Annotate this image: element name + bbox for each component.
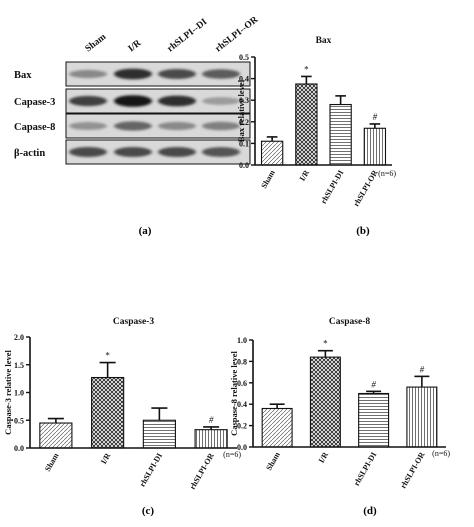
significance-mark: #	[371, 379, 376, 389]
y-tick-label: 0.5	[239, 53, 249, 62]
significance-mark: *	[323, 339, 328, 349]
y-tick-label: 1.5	[14, 361, 24, 370]
panel-label-b: (b)	[356, 225, 370, 237]
y-tick-label: 0.3	[239, 96, 249, 105]
blot-row-label: Capase-8	[14, 122, 55, 133]
blot-band	[202, 121, 240, 131]
category-tick-label: I/R	[298, 168, 311, 182]
category-tick-label: Sham	[259, 168, 277, 190]
chart-title: Bax	[316, 36, 332, 46]
bar-ir	[309, 356, 341, 448]
y-tick-label: 0.6	[237, 379, 247, 388]
bar-sham	[261, 407, 293, 448]
blot-band	[202, 97, 240, 105]
y-tick-label: 1.0	[237, 336, 247, 345]
chart-title: Caspase-8	[329, 317, 370, 327]
caspase-8-bar-chart: Caspase-8 Caspase-8 relative level Sham * I/…	[229, 317, 450, 490]
category-tick-label: Sham	[43, 451, 61, 473]
blot-band	[114, 146, 152, 158]
blot-lane-label: I/R	[127, 38, 144, 54]
bar-hline	[329, 103, 352, 166]
y-axis-label: Caspase-3 relative level	[3, 349, 13, 434]
bar-hline	[142, 419, 176, 449]
bar-ir	[295, 83, 318, 166]
blot-row-label: Capase-3	[14, 97, 55, 108]
y-axis-label: Bax relative level	[236, 79, 246, 142]
bar-vline	[406, 386, 438, 448]
panel-label-a: (a)	[139, 225, 152, 237]
y-tick-label: 1.0	[14, 389, 24, 398]
significance-mark: *	[304, 64, 309, 74]
blot-band	[69, 122, 107, 130]
blot-band	[114, 121, 152, 131]
blot-lane-label: rhSLPI--DI	[166, 17, 210, 54]
y-tick-label: 0.5	[14, 416, 24, 425]
category-tick-label: I/R	[99, 451, 112, 465]
y-tick-label: 0.1	[239, 139, 249, 148]
blot-band	[114, 95, 152, 107]
bar-ir	[91, 376, 125, 449]
blot-band	[202, 147, 240, 157]
panel-label-d: (d)	[363, 505, 377, 517]
significance-mark: #	[373, 112, 378, 122]
bar-hline	[358, 392, 390, 448]
y-tick-label: 0.4	[237, 400, 247, 409]
category-tick-label: rhSLPI-DI	[352, 451, 378, 488]
bar-vline	[363, 127, 387, 166]
panel-label-c: (c)	[142, 505, 155, 517]
category-tick-label: rhSLPI-OR	[352, 168, 380, 208]
y-axis-label: Caspase-8 relative level	[229, 350, 239, 435]
blot-band	[69, 69, 107, 79]
sample-size-label: (n=6)	[378, 169, 396, 178]
y-tick-label: 0.0	[239, 161, 249, 170]
blot-band	[69, 146, 107, 158]
category-tick-label: rhSLPI-DI	[138, 452, 164, 489]
blot-band	[158, 121, 196, 131]
category-tick-label: Sham	[264, 450, 282, 472]
y-tick-label: 0.4	[239, 75, 249, 84]
y-tick-label: 0.2	[237, 422, 247, 431]
blot-band	[114, 68, 152, 80]
category-tick-label: rhSLPI-OR	[188, 451, 216, 491]
blot-band	[158, 146, 196, 158]
y-tick-label: 0.0	[14, 444, 24, 453]
bar-vline	[194, 429, 228, 449]
blot-row-label: β-actin	[14, 148, 45, 159]
category-tick-label: I/R	[317, 450, 330, 464]
chart-title: Caspase-3	[113, 317, 154, 327]
category-tick-label: rhSLPI-OR	[399, 450, 427, 490]
significance-mark: #	[209, 415, 214, 425]
bar-sham	[39, 422, 73, 449]
bar-sham	[260, 140, 284, 166]
blot-band	[158, 68, 196, 80]
sample-size-label: (n=6)	[223, 450, 241, 459]
bax-bar-chart: Bax Bax relative level Sham * I/R rhSLPI-DI # r…	[236, 36, 396, 208]
caspase-3-bar-chart: Caspase-3 Caspase-3 relative level Sham * I/…	[3, 317, 241, 491]
blot-band	[202, 69, 240, 79]
blot-lane-label: Sham	[84, 32, 109, 54]
y-tick-label: 2.0	[14, 333, 24, 342]
y-tick-label: 0.8	[237, 357, 247, 366]
y-tick-label: 0.2	[239, 118, 249, 127]
blot-lane-label: rhSLPI--OR	[214, 15, 261, 54]
sample-size-label: (n=6)	[432, 449, 450, 458]
y-tick-label: 0.0	[237, 443, 247, 452]
western-blot-panel: Sham I/R rhSLPI--DI rhSLPI--OR Bax Capase-3 Ca…	[14, 15, 261, 165]
blot-band	[158, 95, 196, 107]
blot-row-label: Bax	[14, 70, 32, 81]
category-tick-label: rhSLPI-DI	[319, 169, 345, 206]
significance-mark: *	[105, 351, 110, 361]
blot-band	[69, 95, 107, 107]
significance-mark: #	[420, 364, 425, 374]
